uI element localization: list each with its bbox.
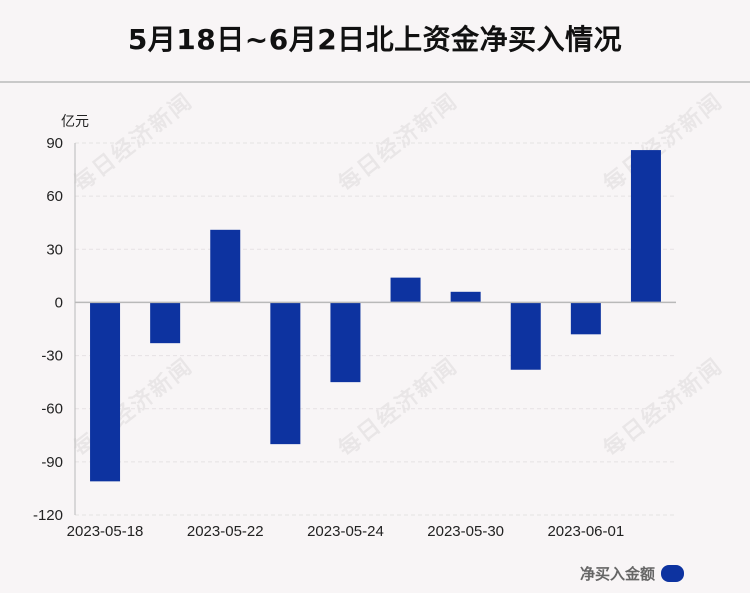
bar <box>570 302 601 335</box>
bar <box>150 302 181 344</box>
y-tick-label: 90 <box>46 135 63 152</box>
y-tick-label: 0 <box>55 294 63 311</box>
x-tick-label: 2023-05-18 <box>67 523 144 540</box>
x-tick-label: 2023-05-22 <box>187 523 264 540</box>
title-divider <box>0 81 750 83</box>
bar <box>630 150 661 303</box>
y-tick-label: -120 <box>33 507 63 524</box>
legend: 净买入金额 <box>580 563 684 584</box>
bar <box>90 302 121 482</box>
x-tick-label: 2023-05-24 <box>307 523 384 540</box>
chart-title: 5月18日~6月2日北上资金净买入情况 <box>127 23 623 56</box>
bar <box>390 277 421 303</box>
y-tick-label: 60 <box>46 188 63 205</box>
bar <box>330 302 361 383</box>
y-axis-unit: 亿元 <box>61 114 89 130</box>
bar <box>270 302 301 445</box>
bar <box>510 302 541 370</box>
y-tick-label: -30 <box>41 348 63 365</box>
y-tick-label: 30 <box>46 241 63 258</box>
bar <box>210 229 241 303</box>
y-tick-label: -90 <box>41 454 63 471</box>
bar <box>450 291 481 303</box>
y-tick-label: -60 <box>41 401 63 418</box>
legend-swatch <box>661 565 684 582</box>
x-tick-label: 2023-06-01 <box>547 523 624 540</box>
legend-label: 净买入金额 <box>579 565 655 583</box>
x-tick-label: 2023-05-30 <box>427 523 504 540</box>
